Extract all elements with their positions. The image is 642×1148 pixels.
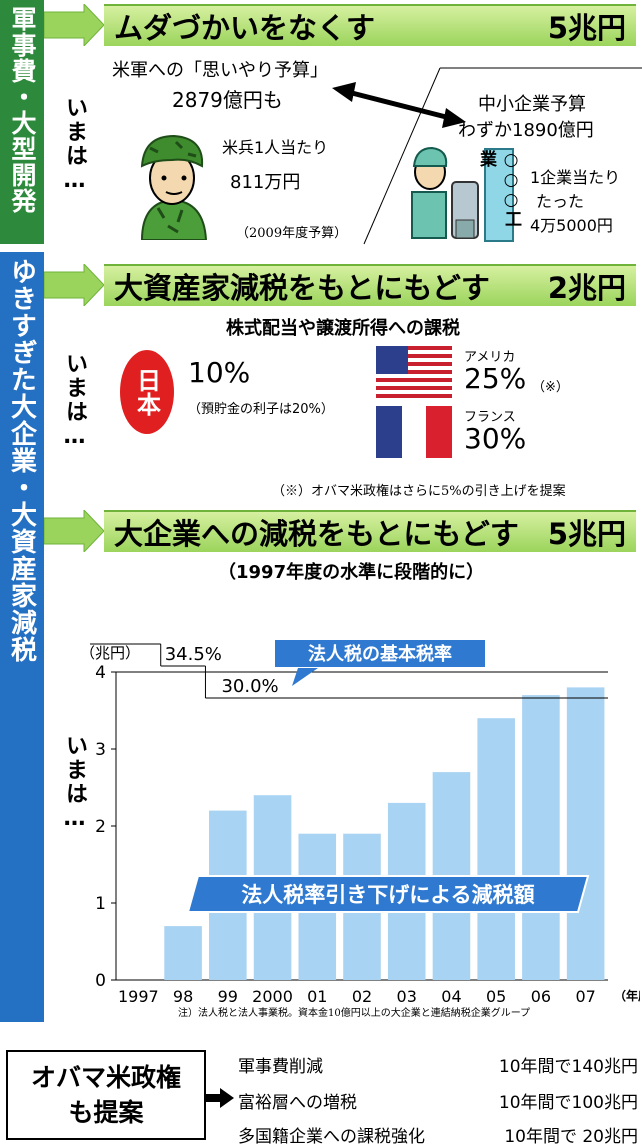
x-tick-label: 01 [307, 987, 327, 1006]
proposal-row: 多国籍企業への課税強化 10年間で 20兆円 [238, 1122, 638, 1148]
proposal-label: 軍事費削減 [238, 1057, 323, 1077]
y-axis-label: （兆円） [80, 644, 140, 662]
us-budget-line2: 2879億円も [172, 88, 283, 112]
rate-callout-box [273, 640, 487, 669]
tax-cut-bar-chart: 01234（兆円）19979899200001020304050607（年度）3… [80, 640, 640, 1006]
bar [566, 687, 605, 980]
section3-imaha: いまは… [62, 734, 87, 833]
france-rate: 30% [464, 422, 527, 455]
section3-banner: 大企業への減税をもとにもどす 5兆円 [104, 510, 636, 552]
rate-callout-pointer [292, 668, 318, 686]
banner-arrow-icon [44, 264, 104, 306]
banner-arrow-icon [44, 510, 104, 552]
section2-footnote: （※）オバマ米政権はさらに5%の引き上げを提案 [272, 484, 566, 499]
per-company-line2: たった [536, 192, 585, 211]
x-tick-label: 1997 [118, 987, 159, 1006]
y-tick-label: 4 [95, 663, 106, 683]
bar [164, 926, 202, 980]
proposal-value: 10年間で 20兆円 [504, 1127, 638, 1147]
bar [477, 718, 515, 980]
x-tick-label: 05 [486, 987, 506, 1006]
proposal-label: 富裕層への増税 [238, 1093, 357, 1113]
sidebar-tax-cuts: ゆきすぎた大企業・大資産家減税 [0, 252, 44, 1022]
obama-proposal-box: オバマ米政権 も提案 [6, 1050, 206, 1140]
per-soldier-value: 811万円 [230, 172, 301, 193]
section1-banner: ムダづかいをなくす 5兆円 [104, 4, 636, 46]
rate-step-label: 34.5% [165, 644, 222, 665]
france-flag-icon [376, 406, 452, 458]
x-tick-label: 98 [173, 987, 193, 1006]
budget-year-note: （2009年度予算） [236, 226, 348, 241]
rate-step-label: 37.5% [94, 640, 151, 643]
section3-amount: 5兆円 [547, 517, 626, 551]
proposal-row: 軍事費削減 10年間で140兆円 [238, 1052, 638, 1078]
x-tick-label: 2000 [252, 987, 293, 1006]
soldier-illustration-icon [140, 134, 208, 240]
factory-sign-text: ○○○工業 [476, 150, 521, 227]
rate-callout-label: 法人税の基本税率 [308, 643, 452, 665]
proposal-label: 多国籍企業への課税強化 [238, 1127, 425, 1147]
factory-sign: ○○○工業 [476, 148, 521, 242]
proposal-value: 10年間で100兆円 [498, 1093, 638, 1113]
x-tick-label: 04 [441, 987, 461, 1006]
proposal-value: 10年間で140兆円 [498, 1057, 638, 1077]
section3-title: 大企業への減税をもとにもどす [114, 517, 519, 551]
france-label: フランス [464, 410, 516, 425]
x-tick-label: 99 [218, 987, 238, 1006]
japan-label: 日本 [132, 368, 161, 416]
us-rate: 25% [464, 362, 527, 395]
section1-title: ムダづかいをなくす [114, 11, 376, 45]
x-tick-label: 02 [352, 987, 372, 1006]
factory-worker-illustration-icon [411, 146, 479, 239]
x-tick-label: 06 [531, 987, 551, 1006]
per-soldier-label: 米兵1人当たり [222, 138, 329, 157]
chart-title: 法人税率引き下げによる減税額 [241, 883, 534, 907]
x-axis-label: （年度） [614, 988, 640, 1003]
us-flag-icon [376, 346, 452, 398]
banner-arrow-icon [44, 4, 104, 46]
us-label: アメリカ [464, 350, 516, 365]
proposal-box-line1: オバマ米政権 [30, 1063, 181, 1092]
bar [522, 695, 560, 980]
double-arrow-icon [332, 82, 466, 128]
proposal-arrow-icon [206, 1088, 234, 1108]
y-tick-label: 2 [95, 817, 106, 837]
x-tick-label: 03 [397, 987, 417, 1006]
section1-amount: 5兆円 [547, 11, 626, 45]
section2-title: 大資産家減税をもとにもどす [114, 271, 490, 305]
section2-amount: 2兆円 [547, 271, 626, 305]
section2-banner: 大資産家減税をもとにもどす 2兆円 [104, 264, 636, 306]
japan-note: （預貯金の利子は20%） [188, 402, 334, 417]
section3-subtitle: （1997年度の水準に段階的に） [218, 562, 485, 583]
section1-divider [363, 67, 642, 245]
sme-budget-line1: 中小企業予算 [478, 94, 586, 115]
japan-rate: 10% [188, 356, 251, 389]
proposal-box-line2: も提案 [68, 1098, 144, 1127]
proposal-row: 富裕層への増税 10年間で100兆円 [238, 1088, 638, 1114]
sidebar-military: 軍事費・大型開発 [0, 0, 44, 244]
y-tick-label: 1 [95, 894, 106, 914]
y-tick-label: 0 [95, 971, 106, 991]
x-tick-label: 07 [575, 987, 595, 1006]
rate-step-label: 30.0% [221, 676, 278, 697]
us-rate-mark: （※） [532, 380, 569, 395]
per-company-line1: 1企業当たり [530, 168, 621, 187]
section2-imaha: いまは… [62, 352, 87, 451]
chart-title-box [186, 875, 590, 913]
section1-imaha: いまは… [62, 96, 87, 195]
per-company-line3: 4万5000円 [530, 216, 613, 235]
section2-subtitle: 株式配当や譲渡所得への課税 [226, 318, 460, 339]
section3-note: 注）法人税と法人事業税。資本金10億円以上の大企業と連結納税企業グループ [178, 1008, 531, 1019]
us-budget-line1: 米軍への「思いやり予算」 [112, 60, 328, 81]
y-tick-label: 3 [95, 740, 106, 760]
sme-budget-line2: わずか1890億円 [458, 120, 594, 141]
japan-badge: 日本 [120, 350, 174, 434]
